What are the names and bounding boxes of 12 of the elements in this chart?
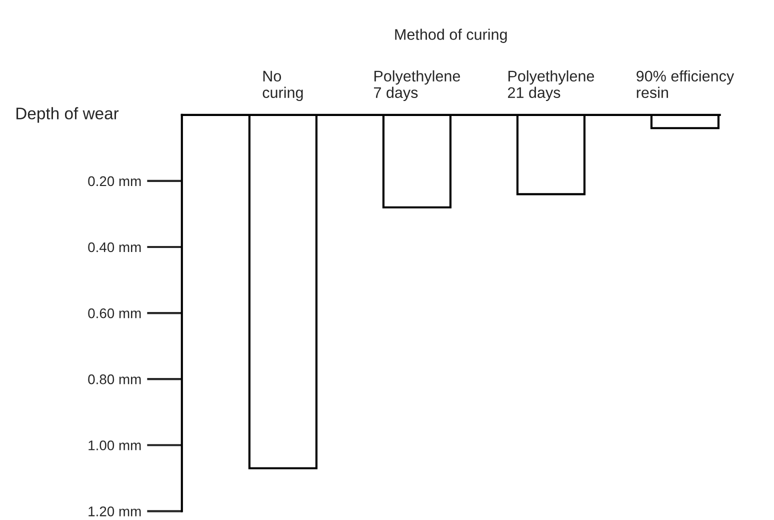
y-tick-label: 0.80 mm [88,374,141,384]
x-axis-title: Method of curing [395,28,507,43]
x-tick-label: Polyethylene 21 days [508,70,594,102]
y-tick-label: 1.00 mm [88,440,141,450]
x-tick-label: 90% efficiency resin [636,70,734,98]
y-tick-label: 0.20 mm [88,176,141,186]
y-tick-label: 0.40 mm [88,242,141,252]
x-tick-label: No curing [262,70,303,102]
x-tick-label: Polyethylene 7 days [374,70,460,102]
y-tick-label: 1.20 mm [88,506,141,516]
y-tick-label: 0.60 mm [88,308,141,318]
y-axis-title: Depth of wear [16,107,119,123]
